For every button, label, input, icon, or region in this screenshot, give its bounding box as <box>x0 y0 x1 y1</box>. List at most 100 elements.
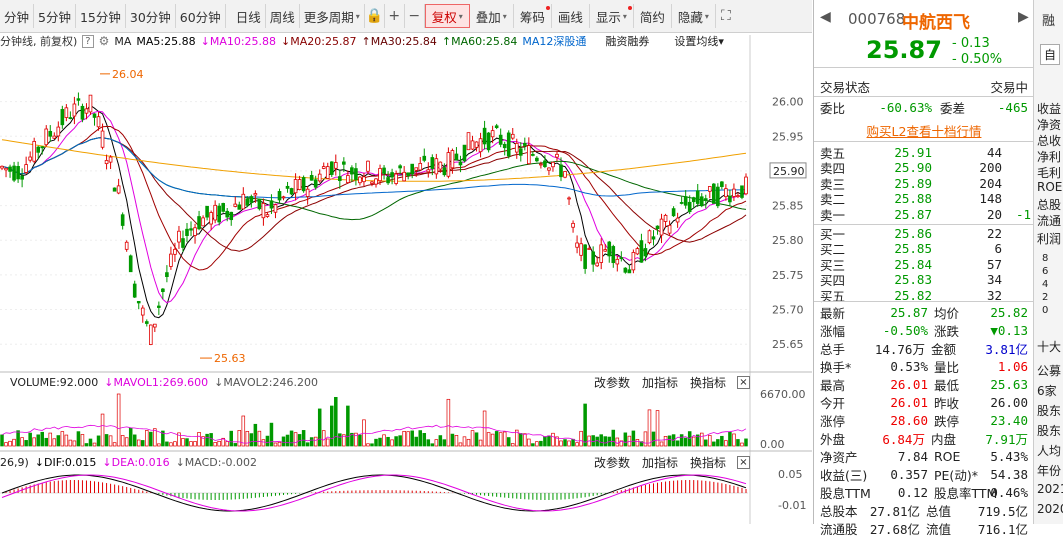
toolbar-button-4[interactable]: 显示 ▾ <box>590 4 634 28</box>
period-tab-7[interactable]: 更多周期 ▾ <box>300 4 365 28</box>
macd-add-indicator-button[interactable]: 加指标 <box>641 455 678 470</box>
order-level-label: 买一 <box>820 226 846 242</box>
bid-row[interactable]: 买二 25.85 6 <box>814 240 1034 258</box>
volume-bar <box>161 430 165 447</box>
macd-axis-tick: -0.01 <box>778 499 806 512</box>
self-select-button[interactable]: 自 <box>1040 44 1061 65</box>
volume-bar <box>450 433 455 447</box>
candle-body <box>169 253 173 267</box>
toolbar-button-0[interactable]: 复权 ▾ <box>424 4 470 28</box>
macd-switch-indicator-button[interactable]: 换指标 <box>689 455 726 470</box>
candle-body <box>189 228 193 231</box>
macd-change-params-button[interactable]: 改参数 <box>593 455 630 470</box>
ma-indicator-row: 分钟线, 前复权) ? ⚙ MA MA5:25.88 ↓MA10:25.88 ↓… <box>0 33 812 49</box>
settings-gear-icon[interactable]: ⚙ <box>98 34 110 48</box>
volume-add-indicator-button[interactable]: 加指标 <box>641 375 678 390</box>
period-tab-2[interactable]: 15分钟 <box>76 4 126 28</box>
back-arrow-icon[interactable]: ◀ <box>820 9 831 25</box>
toolbar-button-5[interactable]: 简约 <box>634 4 672 28</box>
volume-bar <box>301 430 306 447</box>
expand-icon[interactable]: ⛶ <box>721 8 731 24</box>
toolbar-button-label: 复权 <box>431 9 457 25</box>
volume-bar <box>205 433 209 447</box>
stat-value: 27.81亿 <box>869 503 921 519</box>
stat-value: 26.01 <box>890 394 928 410</box>
volume-bar <box>438 435 443 447</box>
ask-row[interactable]: 卖二 25.88 148 <box>814 190 1034 208</box>
candle-body <box>72 103 77 117</box>
margin-tab-button[interactable]: 融 <box>1042 14 1056 29</box>
candle-body <box>522 142 527 146</box>
volume-bar <box>619 440 624 447</box>
bid-row[interactable]: 买四 25.83 34 <box>814 271 1034 289</box>
volume-bar <box>691 436 696 447</box>
candle-body <box>595 262 600 267</box>
kline-chart[interactable]: 26.00 25.95 25.90 25.85 25.80 25.75 25.70 25.65… <box>0 0 812 524</box>
candle-body <box>144 321 149 324</box>
volume-bar <box>563 439 567 447</box>
period-tab-0[interactable]: 分钟 <box>0 4 35 28</box>
macd-close-icon[interactable]: × <box>737 455 750 469</box>
candle-body <box>502 143 507 149</box>
volume-bar <box>406 431 410 447</box>
candle-body <box>498 134 503 145</box>
toolbar-button-1[interactable]: 叠加 ▾ <box>470 4 514 28</box>
dif-value: ↓DIF:0.015 <box>34 455 97 469</box>
candle-body <box>559 164 563 178</box>
toolbar-button-6[interactable]: 隐藏 ▾ <box>672 4 716 28</box>
period-tab-1[interactable]: 5分钟 <box>34 4 76 28</box>
volume-bar <box>132 434 137 447</box>
buy-l2-link[interactable]: 购买L2查看十档行情 <box>866 123 982 139</box>
plus-icon[interactable]: + <box>385 4 405 28</box>
volume-change-params-button[interactable]: 改参数 <box>593 375 630 390</box>
forward-arrow-icon[interactable]: ▶ <box>1018 9 1029 25</box>
volume-bar <box>76 431 81 447</box>
period-tab-6[interactable]: 周线 <box>266 4 300 28</box>
candle-body <box>563 171 567 178</box>
period-tab-4[interactable]: 60分钟 <box>176 4 226 28</box>
candle-body <box>434 158 439 175</box>
candle-body <box>96 116 101 128</box>
volume-bar <box>410 430 414 447</box>
bid-row[interactable]: 买五 25.82 32 <box>814 286 1034 304</box>
ma-settings-button[interactable]: 设置均线▾ <box>674 35 724 48</box>
volume-switch-indicator-button[interactable]: 换指标 <box>689 375 726 390</box>
stat-value: 25.87 <box>890 304 928 320</box>
volume-bar <box>740 442 744 447</box>
stat-value: 27.68亿 <box>869 521 921 537</box>
margin-trading-button[interactable]: 融资融券 <box>605 35 650 48</box>
period-tab-5[interactable]: 日线 <box>232 4 266 28</box>
order-level-label: 卖二 <box>820 192 846 207</box>
volume-bar <box>197 432 201 447</box>
candle-body <box>358 176 362 184</box>
volume-bar <box>88 438 93 447</box>
candle-body <box>301 177 306 192</box>
bid-row[interactable]: 买三 25.84 57 <box>814 255 1034 273</box>
volume-bar <box>458 442 463 447</box>
volume-bar <box>281 436 286 447</box>
volume-bar <box>591 435 595 447</box>
toolbar-button-2[interactable]: 筹码 <box>514 4 552 28</box>
ask-row[interactable]: 卖三 25.89 204 <box>814 174 1034 192</box>
candle-body <box>422 155 427 161</box>
volume-bar <box>217 440 221 447</box>
volume-close-icon[interactable]: × <box>737 375 750 389</box>
lock-icon[interactable]: 🔒 <box>365 4 385 28</box>
candle-body <box>728 195 732 203</box>
bid-row[interactable]: 买一 25.86 22 <box>814 224 1034 242</box>
ask-row[interactable]: 卖四 25.90 200 <box>814 159 1034 177</box>
candle-body <box>213 204 217 221</box>
minus-icon[interactable]: − <box>405 4 425 28</box>
candle-body <box>229 211 234 221</box>
stat-value: 26.00 <box>990 394 1028 410</box>
volume-bar <box>269 422 274 447</box>
toolbar-button-3[interactable]: 画线 <box>552 4 590 28</box>
price-axis-tick: 25.65 <box>772 338 804 351</box>
ask-row[interactable]: 卖五 25.91 44 <box>814 143 1034 161</box>
help-button[interactable]: ? <box>82 34 94 48</box>
ask-row[interactable]: 卖一 25.87 20 -1 <box>814 205 1034 223</box>
volume-bar <box>502 431 507 447</box>
period-tab-3[interactable]: 30分钟 <box>126 4 176 28</box>
candle-body <box>84 108 89 114</box>
volume-bar <box>422 433 427 447</box>
